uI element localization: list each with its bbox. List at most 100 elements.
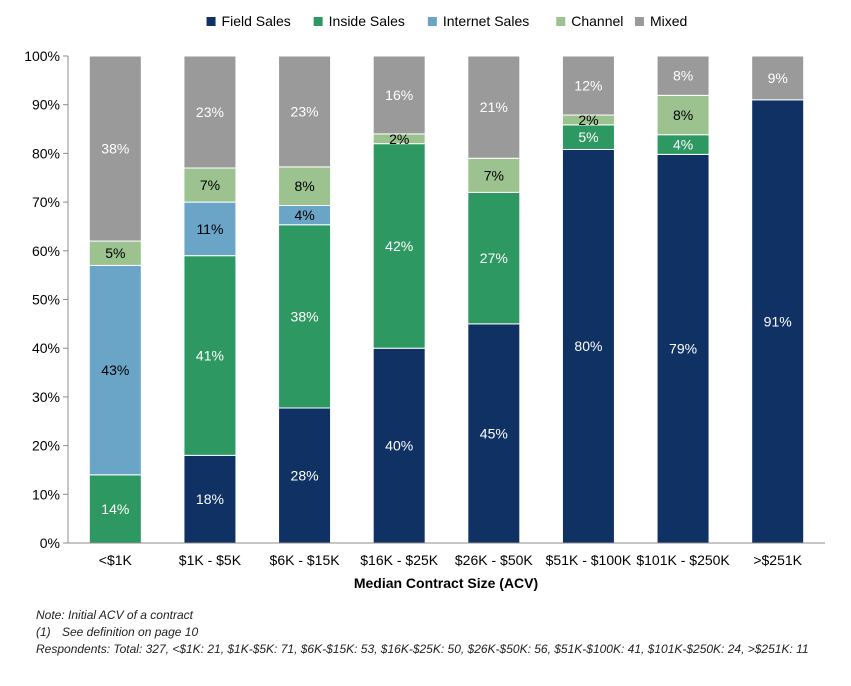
bar-stack: 45% 27% 7% 21% [467,55,521,544]
y-tick-label: 70% [32,194,60,210]
legend-label: Field Sales [222,13,291,29]
legend-label: Channel [571,13,623,29]
data-label: 5% [105,245,125,261]
data-label: 27% [480,250,508,266]
y-tick-label: 10% [32,486,60,502]
x-axis-title: Median Contract Size (ACV) [354,575,538,591]
respondents-line: Respondents: Total: 327, <$1K: 21, $1K-$… [36,642,809,656]
data-label: 28% [291,467,319,483]
bar-stack: 79% 4% 8% 8% [656,55,710,544]
x-tick-label: $26K - $50K [455,552,533,568]
data-label: 8% [673,68,693,84]
legend-swatch [556,17,566,26]
bar-segment [88,474,142,544]
x-tick-label: >$251K [753,552,802,568]
x-tick-label: $51K - $100K [546,552,632,568]
x-tick-label: $1K - $5K [179,552,242,568]
bar-stack: 14% 43% 5% 38% [88,55,142,544]
bar-stack: 18% 41% 11% 7% 23% [183,55,237,544]
x-tick-label: <$1K [99,552,133,568]
legend-swatch [634,17,644,26]
data-label: 38% [101,141,129,157]
legend-swatch [427,17,437,26]
y-axis: 0% 10% 20% 30% 40% 50% 60% 70% 80% 90% 100% [24,48,69,551]
data-label: 38% [291,308,319,324]
x-axis: <$1K $1K - $5K $6K - $15K $16K - $25K $26K -… [68,542,825,568]
data-label: 80% [574,338,602,354]
bar-segment [372,143,426,349]
bar-segment [183,167,237,203]
bar-segment [278,224,332,409]
bar-segment [372,55,426,135]
x-tick-label: $6K - $15K [270,552,341,568]
legend-label: Internet Sales [443,13,529,29]
legend-item: Inside Sales [313,13,405,29]
data-label: 2% [578,112,598,128]
bar-segment [372,347,426,544]
data-label: 40% [385,438,413,454]
footnote-definition: (1) See definition on page 10 [36,624,809,641]
legend-item: Mixed [634,13,687,29]
data-label: 43% [101,362,129,378]
data-label: 16% [385,87,413,103]
legend-item: Internet Sales [427,13,529,29]
data-label: 8% [294,178,314,194]
data-label: 12% [574,78,602,94]
x-tick-label: $101K - $250K [636,552,730,568]
bars: 14% 43% 5% 38% 18% 41% 11% 7% 23% 28% 38% 4% 8% 23% 40… [88,55,805,544]
data-label: 2% [389,131,409,147]
bar-stack: 80% 5%2% 12% [561,55,615,544]
y-tick-label: 100% [24,48,60,64]
y-tick-label: 90% [32,97,60,113]
bar-segment [467,55,521,159]
bar-segment [88,55,142,242]
bar-segment [183,201,237,257]
chart-legend: Field Sales Inside Sales Internet Sales Cha… [206,13,687,29]
bar-segment [561,55,615,116]
y-tick-label: 50% [32,292,60,308]
footnotes: Note: Initial ACV of a contract (1) See d… [36,607,809,658]
x-tick-label: $16K - $25K [360,552,438,568]
data-label: 41% [196,348,224,364]
legend-label: Inside Sales [329,13,405,29]
y-tick-label: 80% [32,145,60,161]
data-label: 14% [101,501,129,517]
legend-item: Field Sales [206,13,291,29]
bar-stack: 28% 38% 4% 8% 23% [278,55,332,544]
bar-segment [656,153,710,544]
data-label: 21% [480,99,508,115]
bar-stack: 40% 42% 2% 16% [372,55,426,544]
bar-segment [467,191,521,325]
legend-swatch [206,17,216,26]
bar-segment [751,99,805,544]
data-label: 5% [578,129,598,145]
legend-item: Channel [556,13,623,29]
bar-segment [561,124,615,150]
y-tick-label: 30% [32,389,60,405]
stacked-bar-chart: Field Sales Inside Sales Internet Sales Cha… [24,13,825,591]
data-label: 11% [196,221,223,237]
data-label: 18% [196,491,224,507]
bar-segment [278,55,332,168]
bar-segment [656,55,710,96]
data-label: 8% [673,107,693,123]
bar-segment [278,166,332,206]
bar-stack: 91% 9% [751,55,805,544]
y-tick-label: 20% [32,438,60,454]
bar-segment [183,55,237,169]
data-label: 23% [196,104,224,120]
legend-label: Mixed [650,13,687,29]
footnote-number: (1) [36,625,51,639]
data-label: 79% [669,341,697,357]
bar-segment [561,148,615,544]
y-tick-label: 40% [32,340,60,356]
legend-swatch [313,17,323,26]
data-label: 4% [294,207,314,223]
bar-segment [278,407,332,544]
bar-segment [183,255,237,456]
data-label: 23% [291,103,319,119]
data-label: 7% [484,167,504,183]
data-label: 42% [385,238,413,254]
data-label: 9% [768,70,788,86]
y-tick-label: 60% [32,243,60,259]
